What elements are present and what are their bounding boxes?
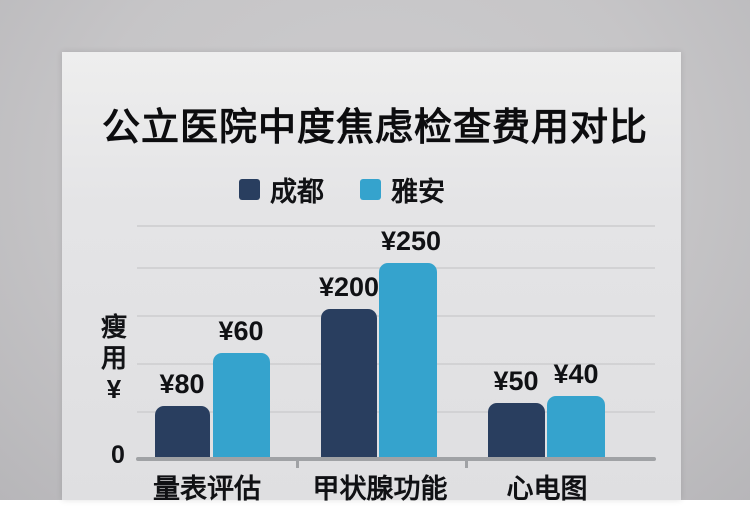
y-axis-origin-label: 0: [111, 441, 125, 469]
y-axis-label: 瘦 用 ¥: [98, 312, 130, 405]
bar-雅安-甲状腺功能: [379, 263, 437, 457]
legend: 成都 雅安: [62, 170, 622, 209]
y-axis-label-char: 瘦: [100, 312, 127, 342]
gridline: [137, 225, 655, 227]
x-axis-tick: [296, 461, 299, 468]
bar-value-label: ¥200: [318, 272, 380, 302]
legend-item-chengdu: 成都: [239, 170, 324, 209]
bar-value-label: ¥80: [159, 369, 205, 399]
bar-雅安-量表评估: [213, 353, 270, 457]
bar-value-label: ¥60: [218, 316, 264, 346]
category-label: 量表评估: [153, 474, 261, 504]
bar-雅安-心电图: [547, 396, 605, 457]
category-label: 甲状腺功能: [312, 474, 448, 504]
legend-item-yaan: 雅安: [360, 170, 445, 209]
bar-成都-心电图: [488, 403, 545, 457]
category-label: 心电图: [506, 474, 588, 504]
bar-value-label: ¥250: [380, 226, 442, 256]
bar-成都-量表评估: [155, 406, 210, 457]
y-axis-label-char: 用: [100, 343, 127, 373]
y-axis-label-char: ¥: [106, 374, 122, 404]
bar-value-label: ¥40: [553, 359, 599, 389]
legend-swatch-chengdu: [239, 179, 260, 200]
x-axis-tick: [465, 461, 468, 468]
legend-label-yaan: 雅安: [391, 177, 445, 207]
bar-成都-甲状腺功能: [321, 309, 377, 457]
bar-value-label: ¥50: [493, 366, 539, 396]
chart-title: 公立医院中度焦虑检查费用对比: [101, 107, 648, 149]
legend-swatch-yaan: [360, 179, 381, 200]
x-axis-line: [136, 457, 656, 461]
legend-label-chengdu: 成都: [270, 177, 324, 207]
